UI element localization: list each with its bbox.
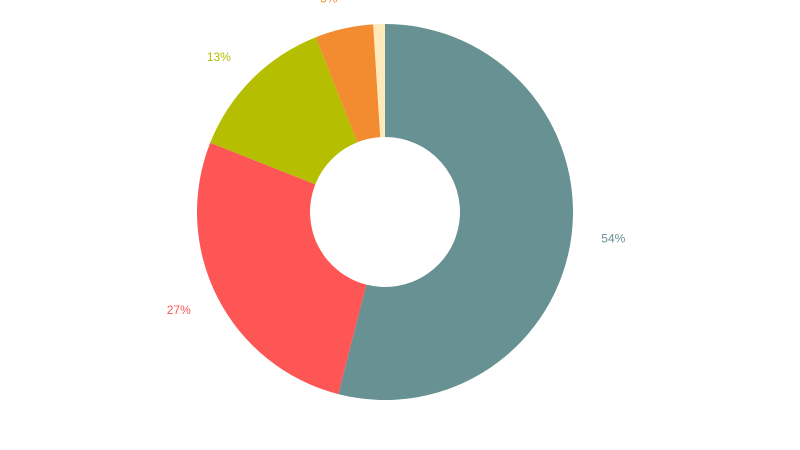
value-label: 13%: [207, 50, 231, 64]
value-label: 54%: [601, 231, 625, 245]
donut-slice: [373, 24, 385, 138]
donut-slice: [197, 142, 367, 395]
value-label: 27%: [167, 303, 191, 317]
donut-slice: [338, 24, 574, 400]
donut-slice: [315, 24, 381, 143]
value-label: 5%: [320, 0, 338, 5]
donut-slice: [210, 37, 358, 185]
